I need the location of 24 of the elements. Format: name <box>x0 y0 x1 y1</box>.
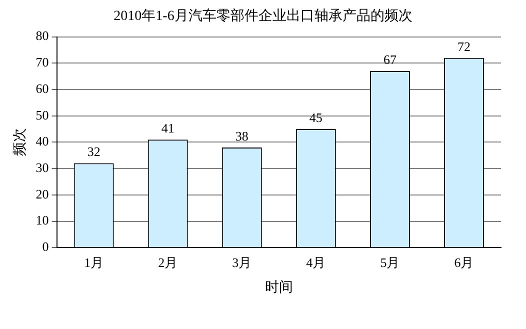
y-tick-label: 30 <box>36 160 49 175</box>
data-label: 38 <box>235 128 248 144</box>
data-label: 41 <box>161 120 174 136</box>
data-label: 72 <box>457 38 470 54</box>
x-tick-label: 1月 <box>84 254 104 270</box>
y-axis-title: 频次 <box>12 128 28 156</box>
y-tick-label: 50 <box>36 107 49 122</box>
y-tick-label: 20 <box>36 186 49 202</box>
x-tick-label: 5月 <box>380 254 400 270</box>
y-tick-label: 10 <box>36 212 49 228</box>
x-tick-label: 4月 <box>306 254 326 270</box>
x-axis-title: 时间 <box>264 279 293 296</box>
chart-title: 2010年1-6月汽车零部件企业出口轴承产品的频次 <box>112 8 414 26</box>
data-label: 32 <box>87 144 100 160</box>
y-tick-label: 0 <box>42 239 49 254</box>
y-tick-label: 60 <box>36 80 49 96</box>
data-label: 67 <box>383 52 397 67</box>
x-tick-label: 3月 <box>232 254 252 270</box>
y-tick-label: 70 <box>36 54 49 70</box>
x-tick-label: 2月 <box>158 254 178 270</box>
y-tick-label: 40 <box>36 134 49 149</box>
data-label: 45 <box>309 110 322 125</box>
x-tick-label: 6月 <box>454 254 474 270</box>
y-tick-label: 80 <box>36 28 49 44</box>
